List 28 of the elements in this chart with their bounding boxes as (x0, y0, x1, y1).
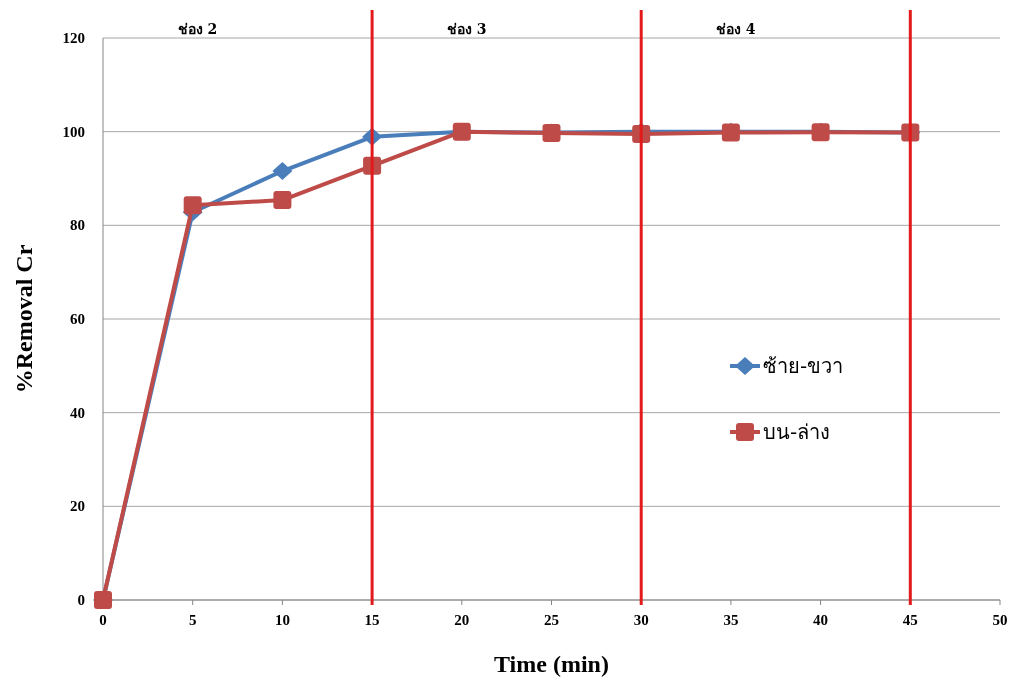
y-tick-label: 100 (62, 123, 85, 140)
text: ช่อง 3 (446, 21, 487, 37)
y-tick-label: 40 (70, 404, 85, 421)
x-tick-label: 35 (723, 612, 739, 628)
text: ช่อง 4 (715, 21, 756, 37)
x-tick-label: 40 (813, 612, 829, 628)
x-tick-label: 0 (99, 612, 107, 628)
y-tick-label: 80 (70, 217, 85, 234)
x-tick-label: 10 (274, 612, 290, 628)
x-tick-label: 45 (902, 612, 918, 628)
legend-label: บน-ล่าง (763, 420, 831, 444)
point (183, 196, 202, 215)
text: ช่อง 2 (177, 21, 218, 37)
x-tick-label: 50 (992, 612, 1008, 628)
y-axis-title: %Removal Cr (11, 244, 37, 394)
y-tick-label: 60 (70, 311, 85, 327)
y-tick-label: 20 (70, 498, 85, 515)
x-tick-label: 5 (188, 612, 197, 628)
x-tick-label: 25 (544, 612, 559, 628)
x-tick-label: 30 (633, 612, 649, 628)
point (273, 191, 292, 210)
x-tick-label: 15 (364, 612, 380, 628)
point (272, 162, 293, 181)
legend-label: ซ้าย-ขวา (763, 354, 844, 378)
x-tick-label: 20 (454, 612, 470, 628)
x-axis-title: Time (min) (494, 651, 609, 677)
y-tick-label: 0 (77, 592, 85, 608)
y-tick-label: 120 (62, 30, 85, 46)
